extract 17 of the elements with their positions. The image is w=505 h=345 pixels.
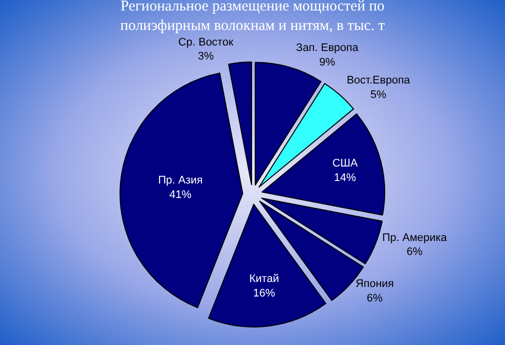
slice-label: Китай	[249, 273, 279, 286]
data-label: 5%	[370, 88, 387, 101]
data-label: 6%	[366, 292, 383, 305]
slice-label: Пр. Азия	[158, 174, 203, 187]
slice-label: Пр. Америка	[382, 232, 448, 244]
slice-label: Ср. Восток	[178, 36, 234, 48]
slice-label: Зап. Европа	[296, 42, 360, 54]
data-label: 14%	[334, 172, 356, 184]
data-label: 41%	[169, 188, 192, 201]
slice-label: США	[332, 158, 358, 170]
chart-title: Региональное размещение мощностей по полиэфирным волокнам и нитям, в тыс. т	[120, 0, 386, 34]
data-label: 6%	[406, 246, 423, 258]
data-label: 16%	[253, 288, 276, 300]
slice-label: Вост.Европа	[346, 74, 411, 87]
slice-label: Япония	[356, 278, 394, 290]
data-label: 9%	[319, 56, 336, 68]
data-label: 3%	[198, 50, 214, 63]
